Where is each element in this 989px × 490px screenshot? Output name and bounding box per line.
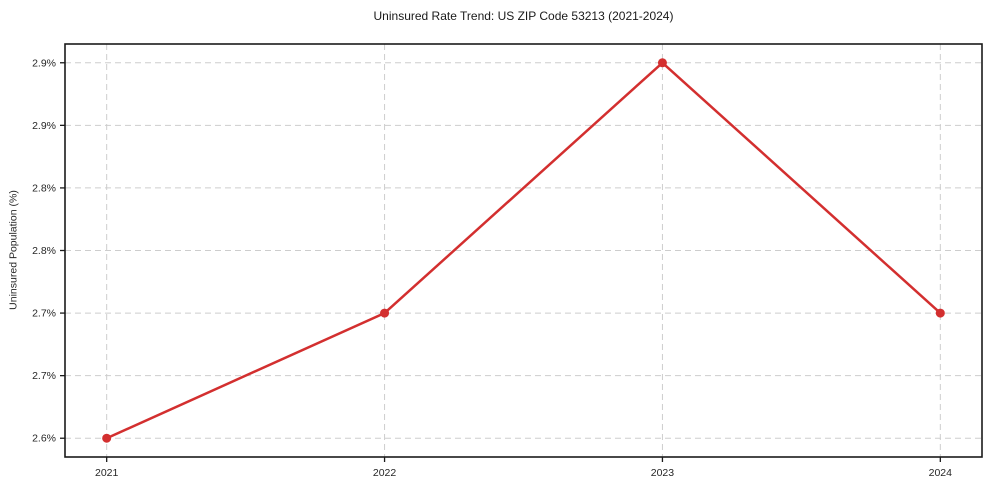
y-tick-label: 2.7% xyxy=(32,308,56,320)
x-tick-label: 2022 xyxy=(373,467,397,479)
x-tick-label: 2024 xyxy=(929,467,953,479)
data-point-marker xyxy=(935,308,945,318)
y-tick-label: 2.9% xyxy=(32,120,56,132)
data-point-marker xyxy=(102,433,112,443)
y-tick-label: 2.7% xyxy=(32,370,56,382)
y-tick-label: 2.6% xyxy=(32,433,56,445)
chart-title: Uninsured Rate Trend: US ZIP Code 53213 … xyxy=(373,9,674,23)
axis-frame xyxy=(64,43,983,458)
data-point-marker xyxy=(657,58,667,68)
data-point-marker xyxy=(380,308,390,318)
y-tick-label: 2.9% xyxy=(32,57,56,69)
x-tick-label: 2023 xyxy=(651,467,675,479)
trend-line xyxy=(105,61,942,440)
x-tick-label: 2021 xyxy=(95,467,119,479)
y-tick-label: 2.8% xyxy=(32,182,56,194)
y-tick-label: 2.8% xyxy=(32,245,56,257)
